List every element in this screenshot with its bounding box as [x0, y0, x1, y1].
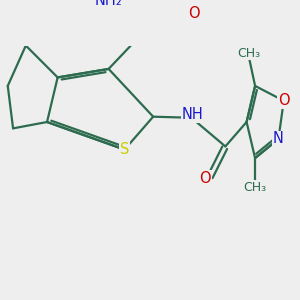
Text: NH₂: NH₂ [95, 0, 122, 8]
Text: O: O [278, 93, 290, 108]
Text: O: O [199, 171, 211, 186]
Text: CH₃: CH₃ [237, 47, 260, 60]
Text: S: S [120, 142, 129, 157]
Text: N: N [273, 131, 284, 146]
Text: O: O [188, 6, 199, 21]
Text: CH₃: CH₃ [244, 181, 267, 194]
Text: NH: NH [182, 107, 204, 122]
